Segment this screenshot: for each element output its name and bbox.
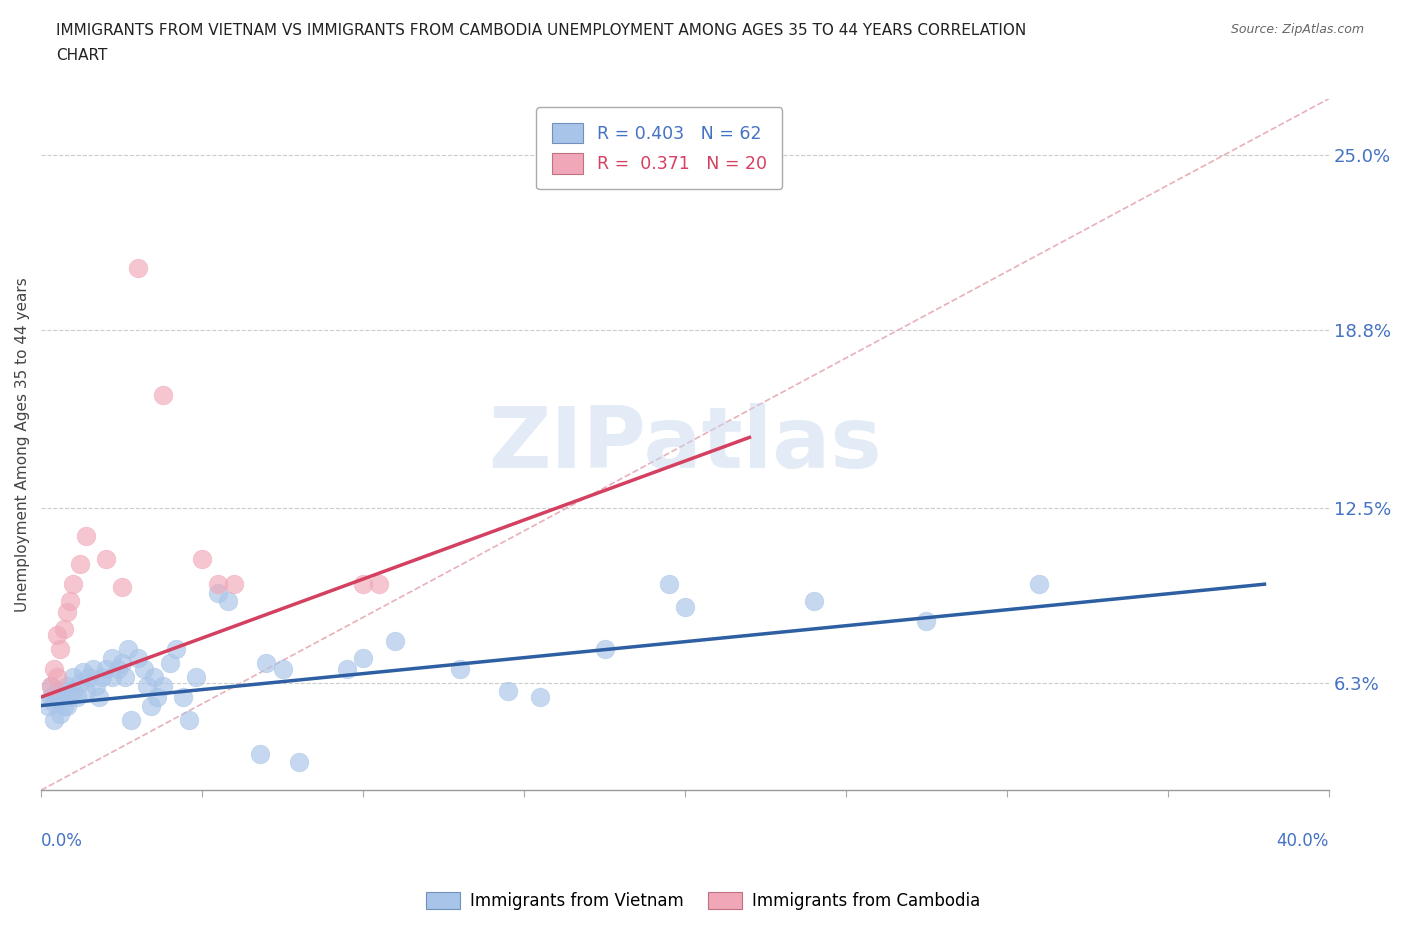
Point bbox=[152, 388, 174, 403]
Point bbox=[352, 577, 374, 591]
Point bbox=[72, 664, 94, 679]
Point bbox=[191, 551, 214, 566]
Text: CHART: CHART bbox=[56, 48, 108, 63]
Point bbox=[42, 661, 65, 676]
Point bbox=[496, 684, 519, 698]
Point bbox=[94, 551, 117, 566]
Point bbox=[114, 670, 136, 684]
Point bbox=[287, 754, 309, 769]
Point bbox=[184, 670, 207, 684]
Point bbox=[110, 656, 132, 671]
Point bbox=[49, 707, 72, 722]
Point bbox=[673, 599, 696, 614]
Point bbox=[62, 684, 84, 698]
Point bbox=[84, 678, 107, 693]
Point bbox=[217, 593, 239, 608]
Point bbox=[271, 661, 294, 676]
Text: 0.0%: 0.0% bbox=[41, 832, 83, 850]
Point bbox=[37, 698, 59, 713]
Point bbox=[56, 678, 79, 693]
Point bbox=[52, 622, 75, 637]
Point bbox=[142, 670, 165, 684]
Point bbox=[803, 593, 825, 608]
Point bbox=[46, 670, 69, 684]
Point bbox=[165, 642, 187, 657]
Point bbox=[658, 577, 681, 591]
Point bbox=[593, 642, 616, 657]
Point bbox=[46, 628, 69, 643]
Text: 40.0%: 40.0% bbox=[1277, 832, 1329, 850]
Point bbox=[256, 656, 278, 671]
Point bbox=[336, 661, 359, 676]
Point bbox=[56, 698, 79, 713]
Point bbox=[529, 690, 551, 705]
Point bbox=[207, 577, 229, 591]
Point bbox=[39, 690, 62, 705]
Point bbox=[94, 661, 117, 676]
Text: ZIPatlas: ZIPatlas bbox=[488, 403, 882, 486]
Point bbox=[384, 633, 406, 648]
Point bbox=[449, 661, 471, 676]
Point bbox=[915, 614, 938, 629]
Point bbox=[87, 690, 110, 705]
Point bbox=[159, 656, 181, 671]
Point bbox=[69, 675, 91, 690]
Point bbox=[42, 696, 65, 711]
Point bbox=[139, 698, 162, 713]
Text: IMMIGRANTS FROM VIETNAM VS IMMIGRANTS FROM CAMBODIA UNEMPLOYMENT AMONG AGES 35 T: IMMIGRANTS FROM VIETNAM VS IMMIGRANTS FR… bbox=[56, 23, 1026, 38]
Point bbox=[107, 661, 129, 676]
Point bbox=[52, 684, 75, 698]
Point bbox=[207, 585, 229, 600]
Point bbox=[117, 642, 139, 657]
Point bbox=[65, 690, 87, 705]
Point bbox=[134, 661, 156, 676]
Legend: Immigrants from Vietnam, Immigrants from Cambodia: Immigrants from Vietnam, Immigrants from… bbox=[419, 885, 987, 917]
Point bbox=[110, 579, 132, 594]
Point bbox=[91, 670, 114, 684]
Point bbox=[224, 577, 246, 591]
Point bbox=[62, 670, 84, 684]
Y-axis label: Unemployment Among Ages 35 to 44 years: Unemployment Among Ages 35 to 44 years bbox=[15, 277, 30, 612]
Point bbox=[352, 650, 374, 665]
Point bbox=[75, 684, 97, 698]
Point bbox=[52, 698, 75, 713]
Point bbox=[49, 642, 72, 657]
Point bbox=[368, 577, 391, 591]
Point bbox=[69, 557, 91, 572]
Point bbox=[56, 605, 79, 620]
Point bbox=[179, 712, 201, 727]
Text: Source: ZipAtlas.com: Source: ZipAtlas.com bbox=[1230, 23, 1364, 36]
Point bbox=[75, 529, 97, 544]
Point bbox=[46, 684, 69, 698]
Point bbox=[39, 678, 62, 693]
Legend: R = 0.403   N = 62, R =  0.371   N = 20: R = 0.403 N = 62, R = 0.371 N = 20 bbox=[536, 107, 782, 189]
Point bbox=[62, 577, 84, 591]
Point bbox=[39, 678, 62, 693]
Point bbox=[127, 650, 149, 665]
Point bbox=[42, 712, 65, 727]
Point bbox=[46, 690, 69, 705]
Point bbox=[59, 593, 82, 608]
Point bbox=[127, 260, 149, 275]
Point bbox=[146, 690, 169, 705]
Point bbox=[82, 661, 104, 676]
Point bbox=[172, 690, 194, 705]
Point bbox=[152, 678, 174, 693]
Point bbox=[1028, 577, 1050, 591]
Point bbox=[249, 746, 271, 761]
Point bbox=[59, 690, 82, 705]
Point bbox=[101, 670, 124, 684]
Point bbox=[136, 678, 159, 693]
Point bbox=[101, 650, 124, 665]
Point bbox=[79, 670, 101, 684]
Point bbox=[120, 712, 142, 727]
